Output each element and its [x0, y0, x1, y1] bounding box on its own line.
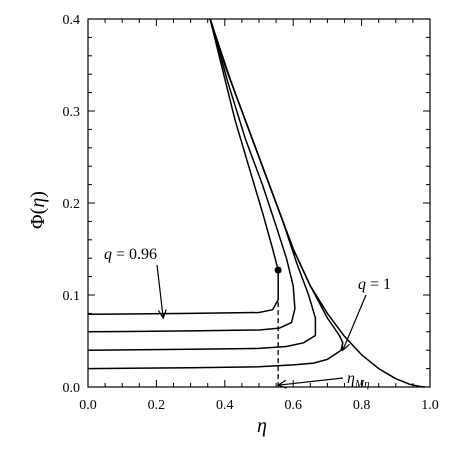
series-line-0 — [209, 18, 425, 388]
annotation-eta-m: ηMη — [347, 370, 370, 390]
y-tick-label: 0.3 — [63, 105, 81, 120]
annotation-arrow-shaft — [278, 377, 344, 386]
y-tick-label: 0.0 — [63, 381, 81, 396]
series-lines — [87, 18, 425, 388]
x-tick-label: 0.8 — [353, 398, 371, 413]
annotation-q1-symbol: q — [358, 276, 366, 293]
x-tick-label: 0.2 — [148, 398, 166, 413]
annotation-q1-text: = 1 — [366, 276, 391, 293]
y-axis-label-symbol: Φ — [27, 214, 49, 229]
axis-tick-labels: 0.0 0.2 0.4 0.6 0.8 1.0 0.0 0.1 0.2 0.3 0.4 — [63, 13, 439, 413]
annotation-arrow-shaft — [156, 264, 164, 319]
annotation-q096: q = 0.96 — [104, 246, 157, 263]
y-axis-label-arg: η — [27, 198, 49, 208]
annotation-arrow-head — [157, 309, 167, 320]
annotation-arrow-head — [341, 341, 350, 352]
annotation-arrow-shaft — [342, 294, 367, 351]
series-line-4 — [87, 18, 279, 316]
y-axis-label-close-paren: ) — [27, 191, 49, 198]
x-tick-label: 0.0 — [79, 398, 97, 413]
annotation-q1: q = 1 — [358, 276, 391, 293]
y-axis-label: Φ(η) — [27, 191, 49, 229]
annotation-q096-symbol: q — [104, 246, 112, 263]
annotation-eta-m-subscript: Mη — [354, 378, 370, 390]
x-tick-label: 1.0 — [421, 398, 439, 413]
y-tick-label: 0.2 — [63, 197, 81, 212]
y-axis-label-open-paren: ( — [27, 207, 49, 214]
series-line-2 — [87, 18, 317, 351]
x-tick-label: 0.4 — [216, 398, 234, 413]
y-tick-label: 0.1 — [63, 289, 81, 304]
annotation-q096-text: = 0.96 — [112, 246, 157, 263]
annotation-eta-m-symbol: η — [347, 370, 355, 387]
series-line-1 — [87, 18, 344, 370]
spinodal-point — [274, 266, 282, 274]
x-tick-label: 0.6 — [284, 398, 302, 413]
annotation-arrows — [156, 264, 367, 389]
x-axis-label: η — [257, 415, 267, 437]
y-tick-label: 0.4 — [63, 13, 81, 28]
series-line-3 — [87, 18, 296, 333]
axis-ticks — [87, 18, 431, 388]
